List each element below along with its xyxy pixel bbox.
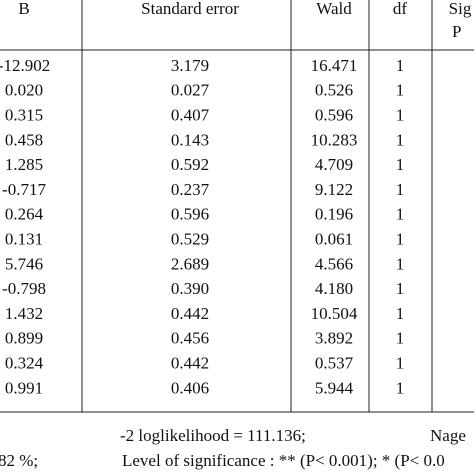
percent-correct: 82 %; [0,451,38,470]
table-cell: 0.406 [171,378,209,397]
table-cell: 4.180 [315,279,353,298]
table-cell: 1 [396,130,405,149]
table-cell: 10.283 [311,130,358,149]
table-cell: 1 [396,329,405,348]
table-cell: 0.442 [171,304,209,323]
table-cell: 0.596 [315,106,353,125]
table-cell: 0.407 [171,106,210,125]
table-cell: 3.179 [171,56,209,75]
loglikelihood: -2 loglikelihood = 111.136; [120,426,306,445]
table-cell: 5.944 [315,378,354,397]
table-cell: 0.456 [171,329,209,348]
header-cell: df [393,0,408,18]
table-cell: 9.122 [315,180,353,199]
table-cell: 3.892 [315,329,353,348]
table-cell: -12.902 [0,56,50,75]
table-cell: 0.991 [5,378,43,397]
table-cell: 1 [396,205,405,224]
table-cell: 4.566 [315,254,353,273]
table-cell: 0.196 [315,205,353,224]
table-cell: 0.458 [5,130,43,149]
table-cell: 0.143 [171,130,209,149]
table-cell: 1 [396,304,405,323]
table-cell: 4.709 [315,155,353,174]
table-cell: 1 [396,106,405,125]
table-cell: 0.529 [171,230,209,249]
table-cell: 0.537 [315,354,354,373]
table-cell: 0.315 [5,106,43,125]
header-cell: Standard error [141,0,239,18]
table-cell: 0.061 [315,230,353,249]
table-cell: 0.596 [171,205,209,224]
table-cell: 2.689 [171,254,209,273]
table-cell: 1 [396,180,405,199]
table-cell: 0.027 [171,81,210,100]
table-cell: 16.471 [311,56,358,75]
table-cell: 0.442 [171,354,209,373]
nagelkerke: Nage [430,426,466,445]
table-cell: -0.798 [2,279,46,298]
table-cell: 0.131 [5,230,43,249]
table-cell: 1.432 [5,304,43,323]
table-cell: 1 [396,81,405,100]
table-cell: 1 [396,254,405,273]
table-cell: 5.746 [5,254,43,273]
header-cell: P [452,22,461,41]
table-cell: 0.526 [315,81,353,100]
table-cell: 1.285 [5,155,43,174]
header-cell: Wald [316,0,352,18]
table-cell: 10.504 [311,304,358,323]
table-cell: 1 [396,230,405,249]
table-cell: 1 [396,354,405,373]
table-cell: 0.264 [5,205,44,224]
table-cell: 0.592 [171,155,209,174]
table-cell: 1 [396,279,405,298]
significance-note: Level of significance : ** (P< 0.001); *… [122,451,445,470]
table-cell: 0.020 [5,81,43,100]
table-cell: 1 [396,378,405,397]
table-cell: 1 [396,155,405,174]
table-cell: -0.717 [2,180,46,199]
table-cell: 0.390 [171,279,209,298]
table-cell: 0.237 [171,180,210,199]
table-cell: 0.899 [5,329,43,348]
header-cell: Sig [449,0,472,18]
table-cell: 0.324 [5,354,44,373]
header-cell: B [18,0,29,18]
table-cell: 1 [396,56,405,75]
